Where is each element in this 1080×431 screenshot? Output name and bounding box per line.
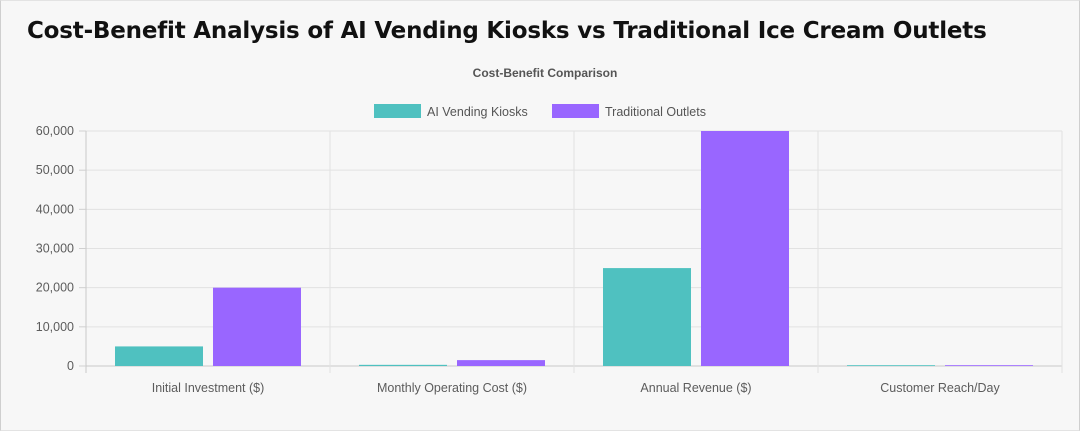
y-tick-label: 20,000 <box>36 281 74 295</box>
legend-label: AI Vending Kiosks <box>427 105 528 119</box>
bar <box>945 365 1033 366</box>
y-tick-label: 30,000 <box>36 242 74 256</box>
legend-swatch <box>552 104 599 118</box>
bar <box>847 365 935 366</box>
x-tick-label: Annual Revenue ($) <box>640 381 751 395</box>
page-title: Cost-Benefit Analysis of AI Vending Kios… <box>27 18 987 44</box>
bar <box>701 131 789 366</box>
bar <box>213 287 301 366</box>
y-tick-label: 0 <box>67 359 74 373</box>
bars <box>115 131 1033 366</box>
bar <box>359 364 447 366</box>
bar <box>603 268 691 366</box>
x-tick-label: Initial Investment ($) <box>152 381 265 395</box>
chart-title: Cost-Benefit Comparison <box>473 66 618 80</box>
y-tick-label: 40,000 <box>36 202 74 216</box>
grid <box>85 130 1063 373</box>
bar <box>457 360 545 366</box>
legend-label: Traditional Outlets <box>605 105 706 119</box>
legend-swatch <box>374 104 421 118</box>
legend: AI Vending Kiosks Traditional Outlets <box>374 104 706 119</box>
y-tick-label: 60,000 <box>36 124 74 138</box>
axes: 0 10,000 20,000 30,000 40,000 50,000 60,000 Ini… <box>36 124 1001 395</box>
bar <box>115 346 203 366</box>
y-tick-label: 10,000 <box>36 320 74 334</box>
y-tick-label: 50,000 <box>36 163 74 177</box>
x-tick-label: Monthly Operating Cost ($) <box>377 381 527 395</box>
x-tick-label: Customer Reach/Day <box>880 381 1000 395</box>
